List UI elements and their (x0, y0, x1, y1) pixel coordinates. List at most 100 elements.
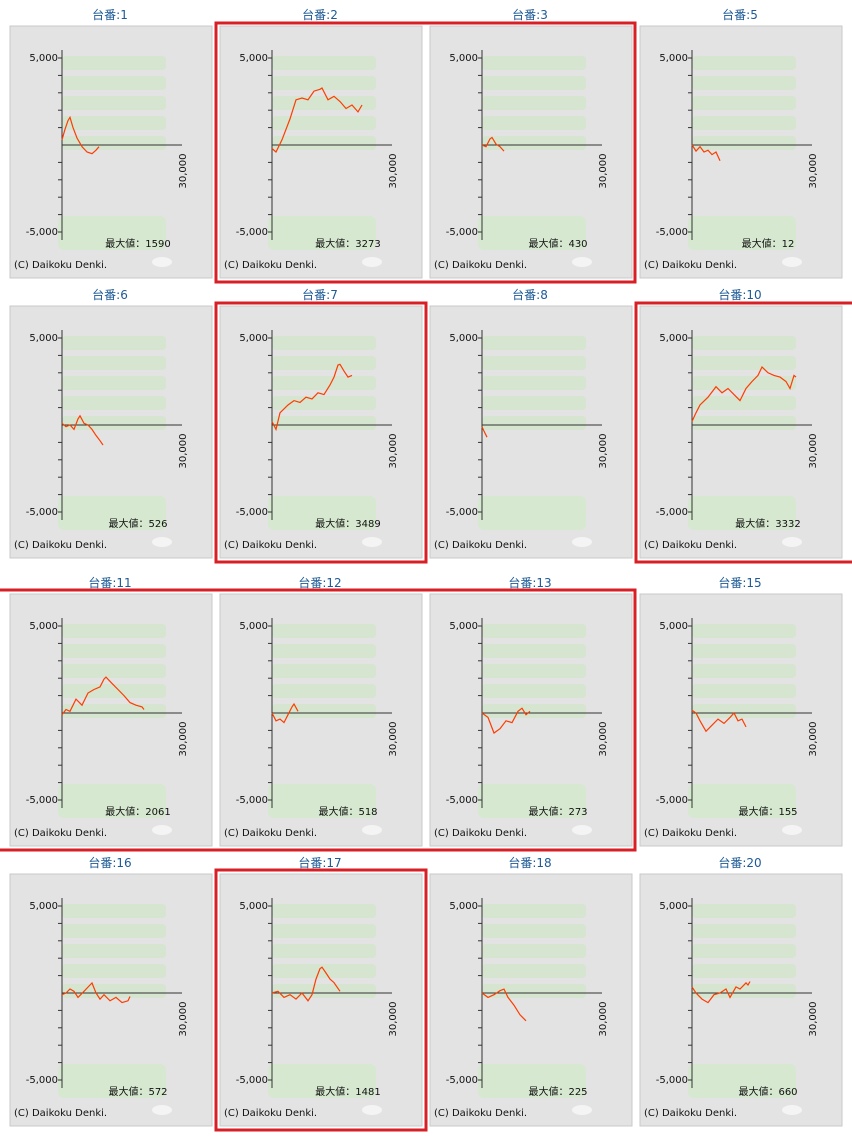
y-tick-label: 5,000 (659, 621, 688, 632)
x-tick-label: 30,000 (808, 722, 819, 757)
y-tick-label: 5,000 (29, 621, 58, 632)
copyright: (C) Daikoku Denki. (644, 1108, 737, 1119)
data-line (481, 988, 527, 1022)
background-art (478, 216, 586, 250)
data-line (61, 676, 145, 716)
y-tick-label: 5,000 (449, 333, 478, 344)
background-art (272, 904, 376, 918)
background-art (272, 644, 376, 658)
max-annotation: 最大値：526 (108, 517, 167, 530)
max-annotation: 最大値：572 (108, 1085, 167, 1098)
y-tick-label: -5,000 (26, 507, 58, 518)
background-art (572, 257, 592, 267)
background-art (268, 216, 376, 250)
y-tick-label: 5,000 (659, 333, 688, 344)
background-art (272, 924, 376, 938)
background-art (782, 257, 802, 267)
y-tick-label: 5,000 (29, 53, 58, 64)
chart-panel: 台番:3 5,000 -5,000 30,000 最大値：430(C) Daikoku … (429, 7, 633, 279)
background-art (692, 924, 796, 938)
background-art (692, 416, 796, 430)
background-art (62, 964, 166, 978)
y-tick-label: -5,000 (446, 795, 478, 806)
background-art (272, 76, 376, 90)
chart-panel: 台番:11 5,000 -5,000 30,000 最大値：2061 (C) Daikok… (9, 575, 213, 847)
background-art (692, 664, 796, 678)
background-art (692, 336, 796, 350)
chart-title: 台番:3 (512, 7, 548, 22)
background-art (782, 825, 802, 835)
background-art (272, 376, 376, 390)
x-tick-label: 30,000 (598, 434, 609, 469)
background-art (272, 664, 376, 678)
background-art (482, 396, 586, 410)
data-line (481, 426, 488, 438)
background-art (362, 257, 382, 267)
x-tick-label: 30,000 (388, 154, 399, 189)
background-art (152, 1105, 172, 1115)
highlight-box (634, 301, 852, 564)
chart-panel: 台番:6 5,000 -5,000 30,000 最大値：526(C) Daikoku … (9, 287, 213, 559)
y-tick-label: -5,000 (446, 227, 478, 238)
max-annotation: 最大値：518 (318, 805, 377, 818)
background-art (272, 416, 376, 430)
chart-panel: 台番:16 5,000 -5,000 30,000 最大値：572(C) Daikoku… (9, 855, 213, 1127)
copyright: (C) Daikoku Denki. (434, 260, 527, 271)
y-tick-label: 5,000 (449, 621, 478, 632)
background-art (272, 356, 376, 370)
chart-title: 台番:11 (88, 575, 131, 590)
background-art (692, 944, 796, 958)
background-art (482, 136, 586, 150)
background-art (692, 644, 796, 658)
x-tick-label: 30,000 (808, 154, 819, 189)
y-tick-label: 5,000 (239, 53, 268, 64)
chart-panel: 台番:1 5,000 -5,000 30,000 最大値：1590 (C) Daikoku… (9, 7, 213, 279)
background-art (272, 136, 376, 150)
background-art (692, 76, 796, 90)
background-art (482, 116, 586, 130)
background-art (62, 664, 166, 678)
chart-title: 台番:1 (92, 7, 128, 22)
copyright: (C) Daikoku Denki. (644, 540, 737, 551)
data-line (691, 709, 747, 733)
background-art (482, 624, 586, 638)
background-art (692, 376, 796, 390)
x-tick-label: 30,000 (178, 434, 189, 469)
max-annotation: 最大値：3332 (735, 517, 800, 530)
background-art (268, 784, 376, 818)
chart-title: 台番:7 (302, 287, 338, 302)
background-art (692, 684, 796, 698)
chart-title: 台番:6 (92, 287, 128, 302)
chart-title: 台番:16 (88, 855, 131, 870)
copyright: (C) Daikoku Denki. (644, 828, 737, 839)
y-tick-label: -5,000 (656, 507, 688, 518)
chart-panel: 台番:13 5,000 -5,000 30,000 最大値：273(C) Daikoku… (429, 575, 633, 847)
copyright: (C) Daikoku Denki. (434, 828, 527, 839)
background-art (572, 537, 592, 547)
x-tick-label: 30,000 (178, 154, 189, 189)
y-tick-label: -5,000 (236, 507, 268, 518)
background-art (62, 56, 166, 70)
data-line (481, 136, 505, 152)
background-art (688, 1064, 796, 1098)
max-annotation: 最大値：155 (738, 805, 797, 818)
x-tick-label: 30,000 (598, 722, 609, 757)
background-art (58, 216, 166, 250)
y-tick-label: -5,000 (656, 227, 688, 238)
y-tick-label: -5,000 (236, 795, 268, 806)
y-tick-label: -5,000 (26, 795, 58, 806)
panels: 台番:1 5,000 -5,000 30,000 最大値：1590 (C) Daikoku… (9, 7, 843, 1127)
x-tick-label: 30,000 (598, 1002, 609, 1037)
background-art (272, 396, 376, 410)
chart-panel: 台番:12 5,000 -5,000 30,000 最大値：518(C) Daikoku… (219, 575, 423, 847)
y-tick-label: -5,000 (26, 227, 58, 238)
background-art (62, 904, 166, 918)
chart-panel: 台番:20 5,000 -5,000 30,000 最大値：660(C) Daikoku… (639, 855, 843, 1127)
copyright: (C) Daikoku Denki. (434, 540, 527, 551)
background-art (62, 336, 166, 350)
data-line (691, 365, 797, 422)
background-art (482, 76, 586, 90)
background-art (482, 56, 586, 70)
y-tick-label: -5,000 (236, 227, 268, 238)
